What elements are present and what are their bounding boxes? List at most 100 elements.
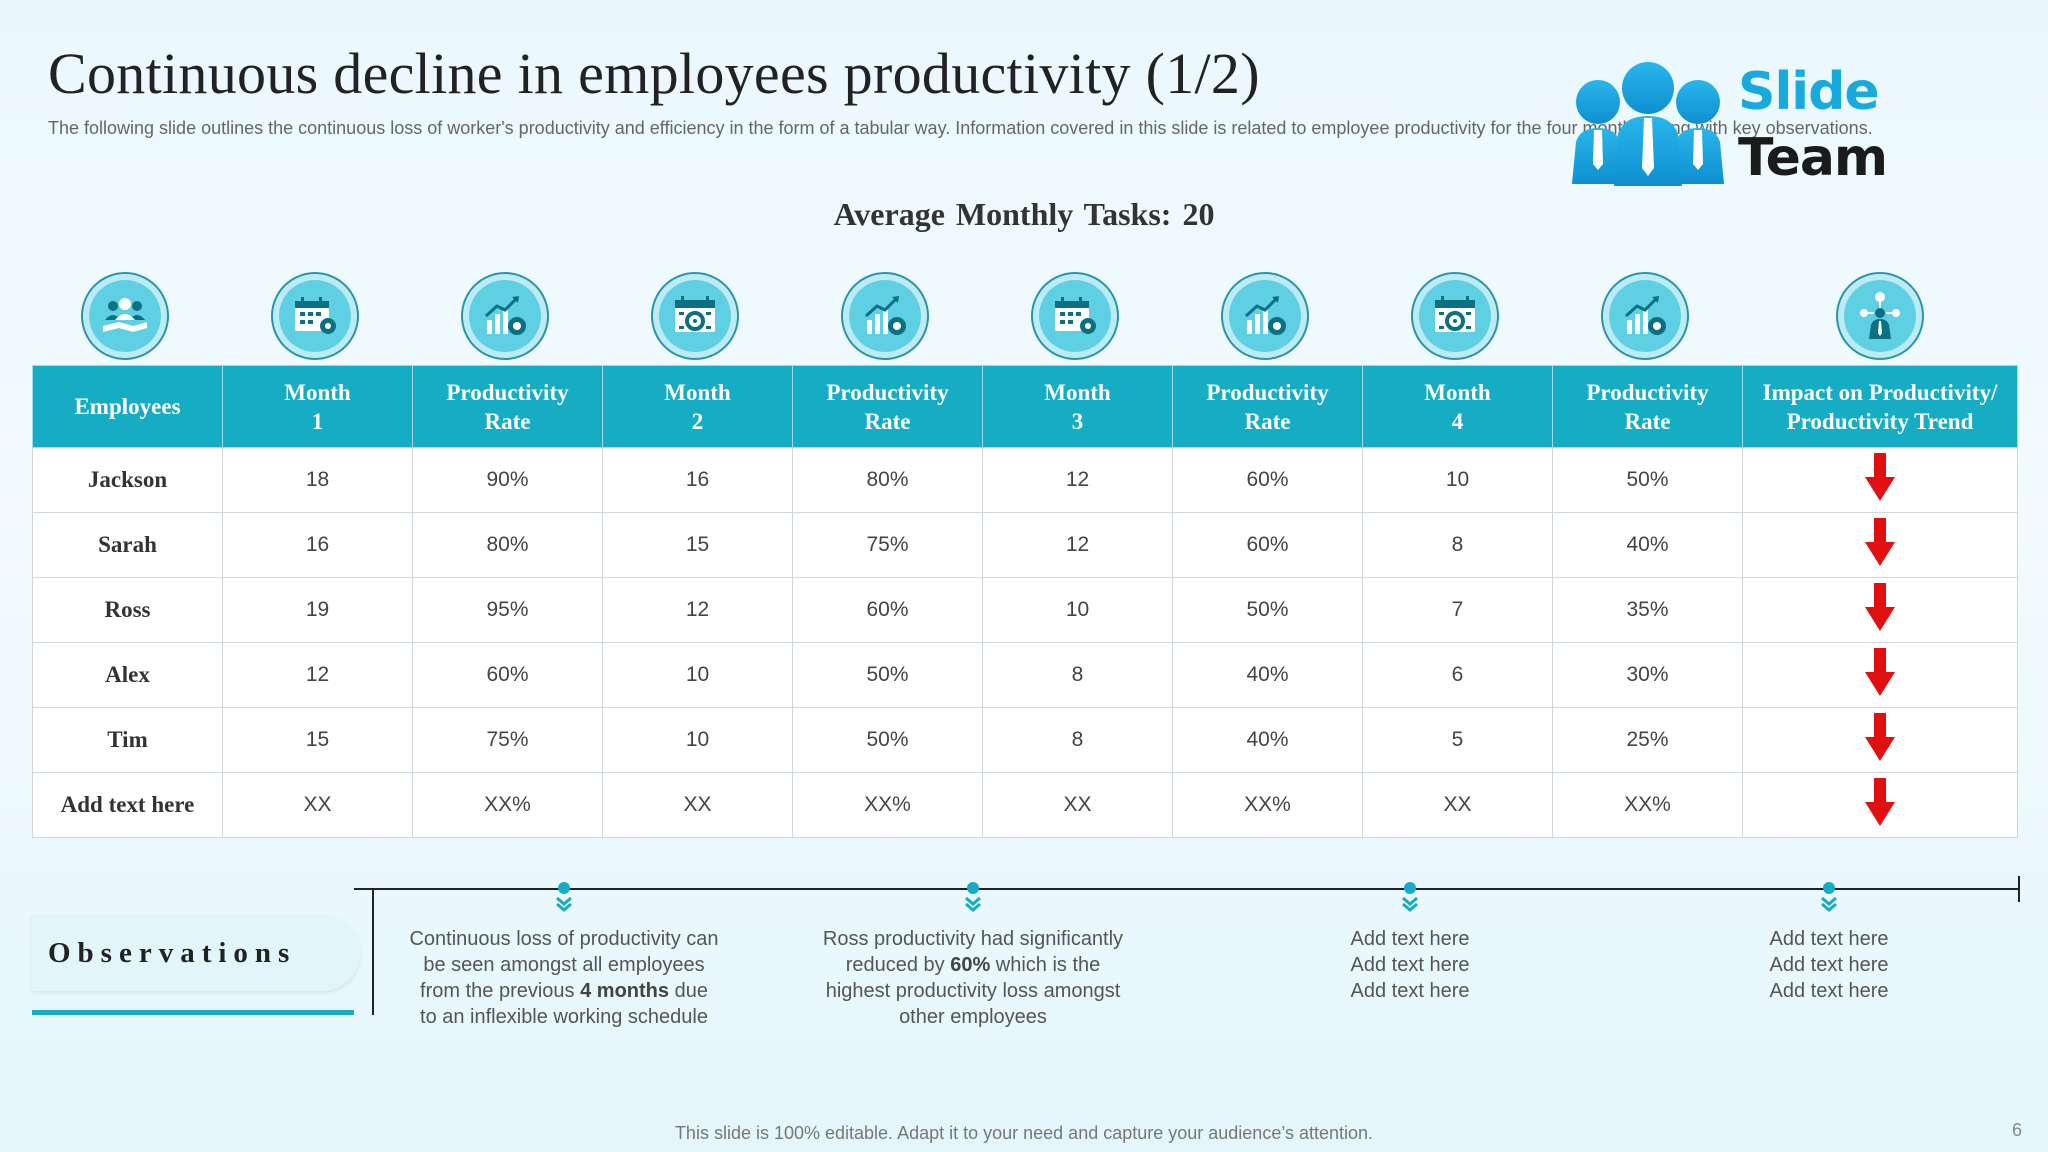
table-cell: 12: [602, 577, 793, 643]
table-cell: 60%: [1172, 512, 1363, 578]
trend-cell: [1742, 707, 2018, 773]
table-header-row: Employees Month 1 Productivity Rate Month 2 Pro…: [32, 365, 2018, 448]
table-header-cell: Month 1: [222, 365, 413, 448]
table-cell: 10: [602, 642, 793, 708]
column-icons-row: [32, 268, 2016, 360]
table-cell: 8: [982, 707, 1173, 773]
employee-network-icon: [1836, 272, 1924, 360]
table-cell: 50%: [1552, 447, 1743, 513]
header-text: Rate: [864, 408, 911, 434]
table-cell: 25%: [1552, 707, 1743, 773]
growth-chart-icon: [1221, 272, 1309, 360]
growth-chart-icon: [841, 272, 929, 360]
header-text: Month: [284, 379, 351, 405]
header-text: 2: [691, 408, 704, 434]
average-monthly-tasks: Average Monthly Tasks: 20: [833, 196, 1215, 232]
observations-label: Observations: [48, 936, 297, 969]
header-text: Impact on Productivity/: [1762, 379, 1998, 405]
table-cell: 50%: [1172, 577, 1363, 643]
employee-name-cell: Tim: [32, 707, 223, 773]
logo-text-team: Team: [1738, 128, 1888, 188]
table-header-cell: Month 3: [982, 365, 1173, 448]
table-cell: 50%: [792, 707, 983, 773]
trend-cell: [1742, 642, 2018, 708]
table-header-cell: Month 4: [1362, 365, 1553, 448]
growth-chart-icon: [461, 272, 549, 360]
table-row: Alex 12 60% 10 50% 8 40% 6 30%: [32, 642, 2018, 708]
table-cell: 7: [1362, 577, 1553, 643]
header-text: Month: [1044, 379, 1111, 405]
timeline-marker-icon: [555, 882, 573, 916]
table-cell: 40%: [1552, 512, 1743, 578]
table-cell: 18: [222, 447, 413, 513]
table-cell: XX%: [412, 772, 603, 838]
table-header-cell: Productivity Rate: [792, 365, 983, 448]
table-cell: 60%: [412, 642, 603, 708]
observations-heading-box: Observations: [32, 915, 360, 991]
page-number: 6: [2011, 1120, 2022, 1140]
table-header-cell: Employees: [32, 365, 223, 448]
table-cell: 6: [1362, 642, 1553, 708]
calendar-gear-icon: [651, 272, 739, 360]
timeline-marker-icon: [1820, 882, 1838, 916]
calendar-icon: [1031, 272, 1119, 360]
table-row: Add text here XX XX% XX XX% XX XX% XX XX%: [32, 772, 2018, 838]
trend-cell: [1742, 512, 2018, 578]
calendar-gear-icon: [1411, 272, 1499, 360]
table-cell: XX%: [1172, 772, 1363, 838]
down-arrow-icon: [1865, 583, 1895, 637]
observation-text: Add text here Add text here Add text here: [1350, 928, 1470, 1002]
down-arrow-icon: [1865, 648, 1895, 702]
table-cell: 16: [602, 447, 793, 513]
table-cell: 40%: [1172, 642, 1363, 708]
growth-chart-icon: [1601, 272, 1689, 360]
logo-text-slide: Slide: [1738, 62, 1880, 122]
table-cell: 15: [602, 512, 793, 578]
down-arrow-icon: [1865, 453, 1895, 507]
table-cell: 75%: [792, 512, 983, 578]
table-cell: 60%: [792, 577, 983, 643]
down-arrow-icon: [1865, 713, 1895, 767]
observations-timeline-end: [2018, 876, 2020, 902]
header-text: Productivity: [446, 379, 569, 405]
table-header-cell: Month 2: [602, 365, 793, 448]
table-cell: XX%: [792, 772, 983, 838]
table-row: Jackson 18 90% 16 80% 12 60% 10 50%: [32, 447, 2018, 513]
observation-text: Add text here Add text here Add text here: [1769, 928, 1889, 1002]
table-header-cell: Productivity Rate: [1172, 365, 1363, 448]
table-cell: XX: [222, 772, 413, 838]
trend-cell: [1742, 772, 2018, 838]
table-row: Sarah 16 80% 15 75% 12 60% 8 40%: [32, 512, 2018, 578]
header-text: Rate: [1244, 408, 1291, 434]
table-cell: 8: [1362, 512, 1553, 578]
table-cell: 12: [982, 512, 1173, 578]
table-header-cell: Impact on Productivity/Productivity Tren…: [1742, 365, 2018, 448]
trend-cell: [1742, 577, 2018, 643]
table-cell: 35%: [1552, 577, 1743, 643]
header-text: 1: [311, 408, 324, 434]
people-logo-icon: [1572, 62, 1724, 186]
timeline-marker-icon: [1401, 882, 1419, 916]
table-cell: 12: [982, 447, 1173, 513]
observation-text: Continuous loss of productivity can be se…: [409, 928, 719, 1028]
header-text: Productivity Trend: [1786, 408, 1974, 434]
table-cell: 50%: [792, 642, 983, 708]
table-cell: 10: [1362, 447, 1553, 513]
table-cell: 95%: [412, 577, 603, 643]
table-cell: 40%: [1172, 707, 1363, 773]
header-text: 4: [1451, 408, 1464, 434]
table-cell: 5: [1362, 707, 1553, 773]
table-cell: 30%: [1552, 642, 1743, 708]
table-cell: XX: [982, 772, 1173, 838]
team-icon: [81, 272, 169, 360]
observations-bracket: [354, 888, 374, 1015]
table-cell: XX%: [1552, 772, 1743, 838]
table-cell: 10: [602, 707, 793, 773]
table-row: Ross 19 95% 12 60% 10 50% 7 35%: [32, 577, 2018, 643]
table-cell: XX: [602, 772, 793, 838]
timeline-marker-icon: [964, 882, 982, 916]
header-text: Productivity: [1206, 379, 1329, 405]
productivity-table: Employees Month 1 Productivity Rate Month 2 Pro…: [32, 365, 2018, 838]
header-text: Month: [664, 379, 731, 405]
table-cell: 16: [222, 512, 413, 578]
